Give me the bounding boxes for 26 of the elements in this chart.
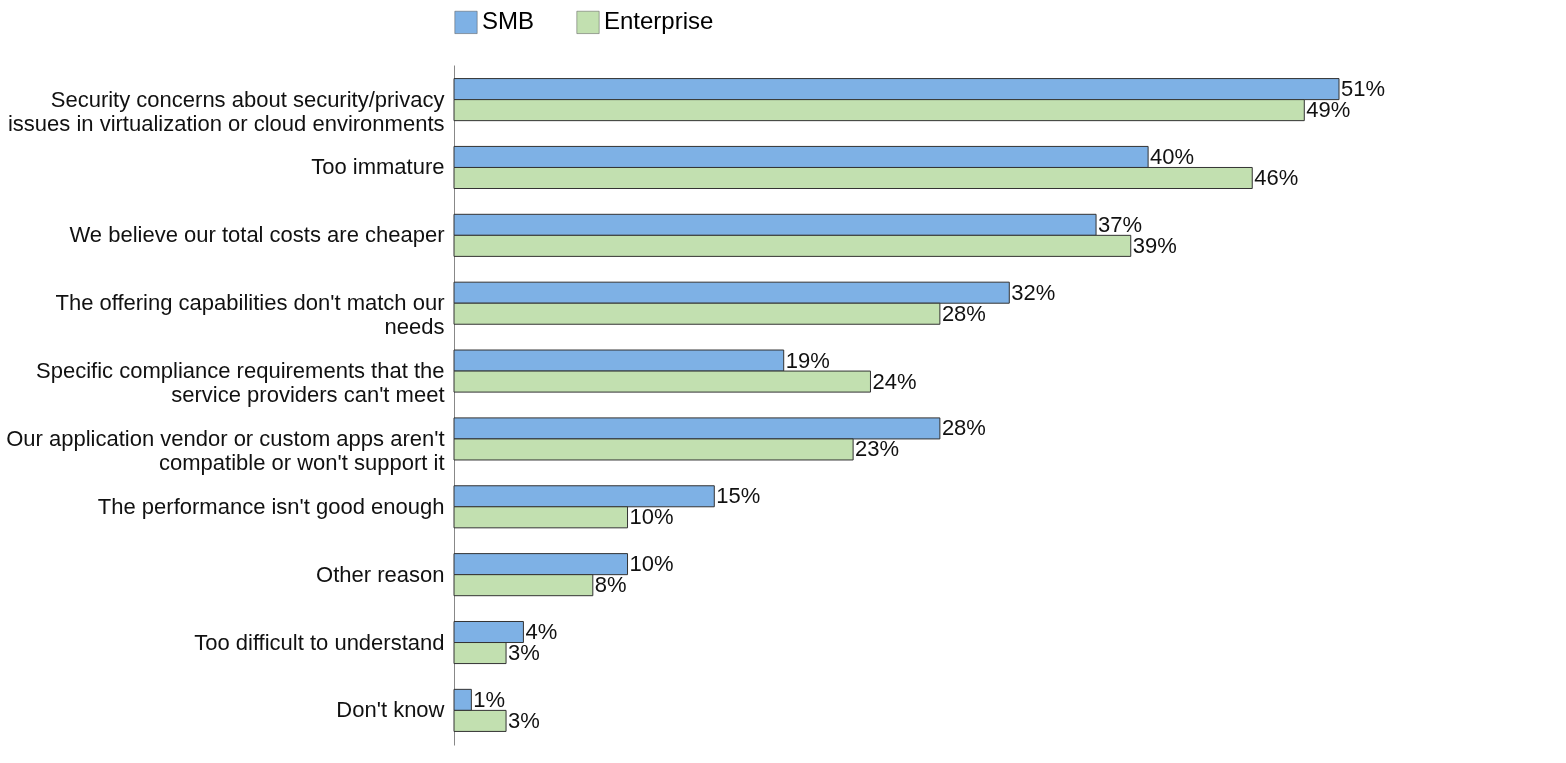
data-label: 46% xyxy=(1254,164,1299,190)
data-label: 19% xyxy=(785,347,830,373)
y-tick-label: The performance isn't good enough xyxy=(97,493,445,519)
legend-label: SMB xyxy=(482,7,535,35)
data-label: 1% xyxy=(473,686,506,712)
data-label: 10% xyxy=(629,504,674,530)
y-tick-label: Specific compliance requirements that the service providers can't meet xyxy=(36,358,445,408)
data-label: 40% xyxy=(1150,143,1195,169)
legend-label: Enterprise xyxy=(604,7,714,35)
y-tick-label: Too difficult to understand xyxy=(194,629,445,655)
data-label: 15% xyxy=(716,483,761,509)
y-tick-label: Too immature xyxy=(311,154,445,180)
y-tick-label: Security concerns about security/privacy issues in virtualization or cloud environments xyxy=(7,86,445,136)
data-label: 8% xyxy=(594,572,627,598)
data-label: 24% xyxy=(872,368,917,394)
y-tick-label: The offering capabilities don't match our needs xyxy=(55,290,445,340)
data-label: 10% xyxy=(629,551,674,577)
y-tick-label: Our application vendor or custom apps aren't compatible or won't support it xyxy=(6,425,445,475)
data-label: 28% xyxy=(941,415,986,441)
data-label: 32% xyxy=(1011,279,1056,305)
data-label: 28% xyxy=(941,300,986,326)
y-tick-label: We believe our total costs are cheaper xyxy=(69,222,445,248)
y-tick-label: Other reason xyxy=(316,561,445,587)
y-tick-label: Don't know xyxy=(336,697,445,723)
data-label: 3% xyxy=(508,707,540,733)
data-label: 23% xyxy=(855,436,900,462)
